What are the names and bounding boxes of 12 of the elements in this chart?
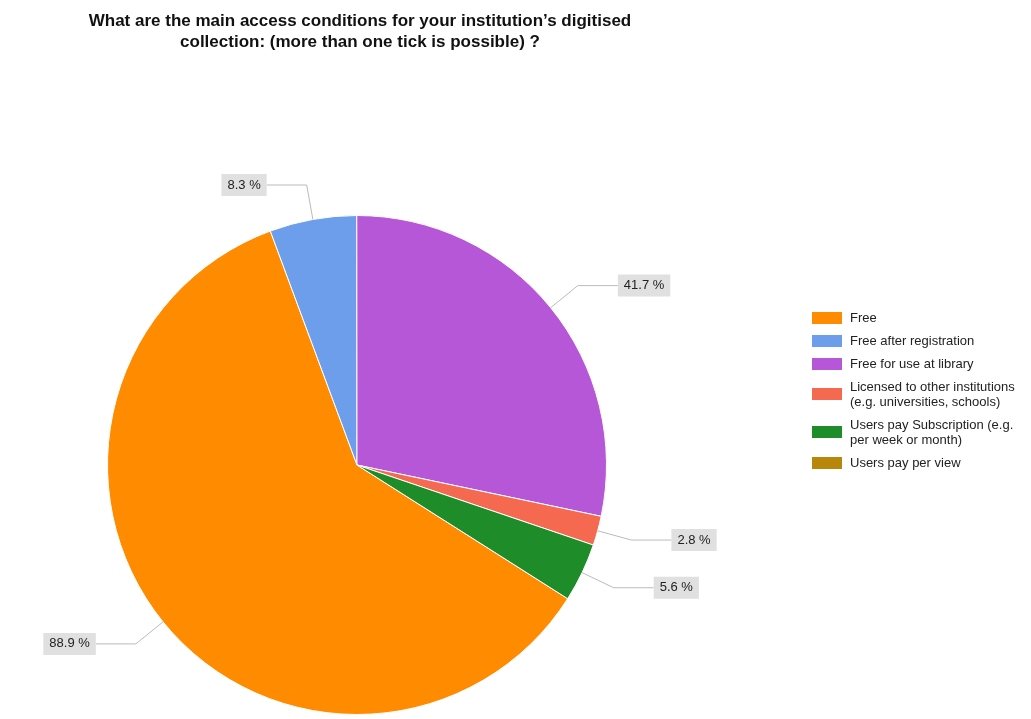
legend-label: Users pay Subscription (e.g. per week or month) <box>850 417 1015 447</box>
legend-label: Free for use at library <box>850 356 974 371</box>
legend-label: Licensed to other institutions (e.g. universities, schools) <box>850 379 1016 409</box>
data-label: 2.8 % <box>677 531 712 547</box>
data-label: 8.3 % <box>227 176 262 192</box>
data-label: 88.9 % <box>49 635 91 651</box>
legend-label: Free after registration <box>850 333 975 348</box>
chart-title: What are the main access conditions for your institution’s digitised collection: (more than one tick is possible) ? <box>87 10 633 52</box>
legend-label: Free <box>850 310 877 325</box>
data-label: 41.7 % <box>623 277 665 293</box>
legend-label: Users pay per view <box>850 455 961 470</box>
data-label: 5.6 % <box>659 579 694 595</box>
